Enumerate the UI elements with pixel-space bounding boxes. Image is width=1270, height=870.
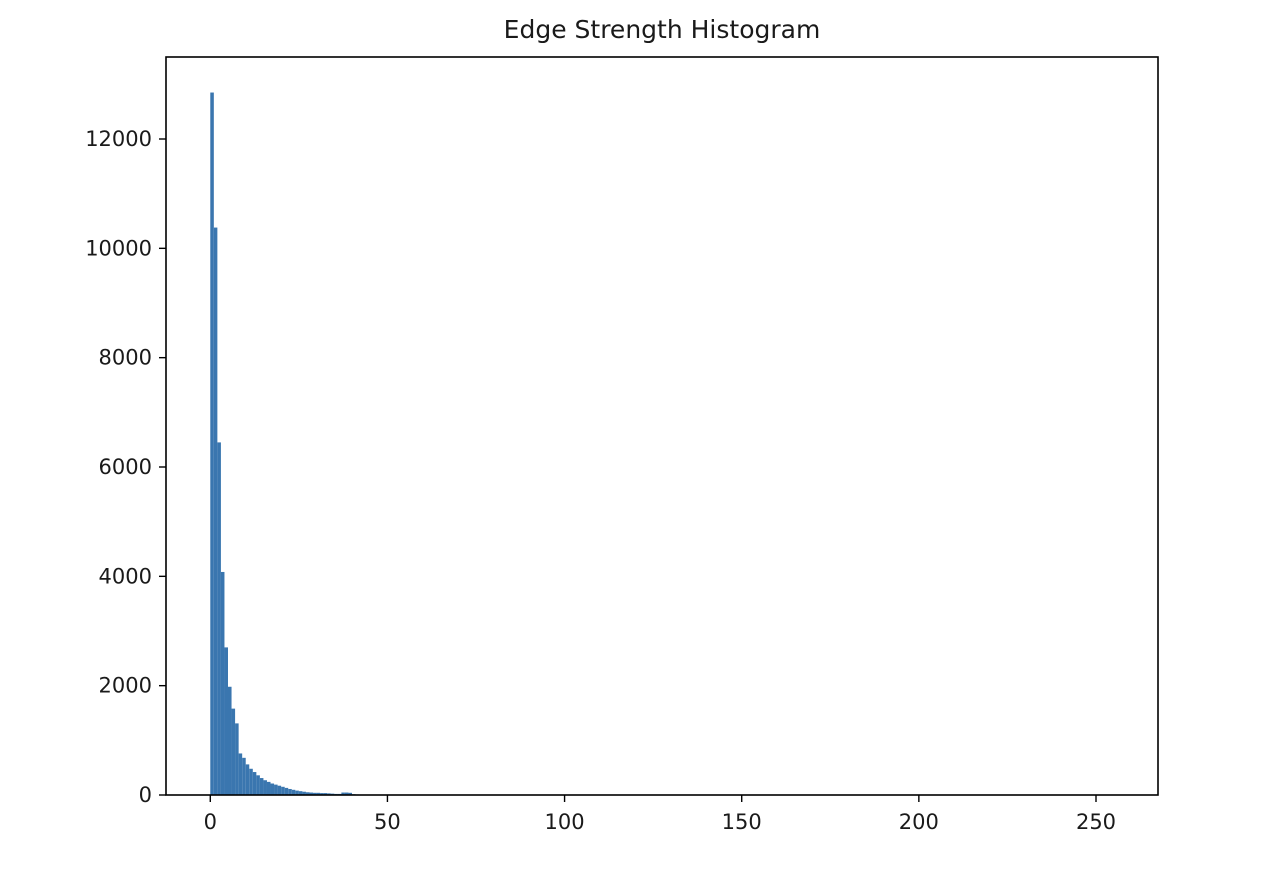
histogram-bar [224, 647, 228, 795]
y-axis: 0 2000 4000 6000 8000 10000 12000 [85, 127, 166, 807]
y-tick-label: 10000 [85, 236, 152, 260]
histogram-bar [309, 792, 314, 795]
x-tick-label: 200 [899, 810, 939, 834]
y-tick-label: 8000 [99, 346, 152, 370]
chart-title: Edge Strength Histogram [504, 15, 821, 44]
x-tick-label: 50 [374, 810, 401, 834]
x-tick-label: 0 [204, 810, 217, 834]
histogram-bar [270, 783, 275, 795]
histogram-bar [242, 757, 246, 795]
histogram-bar [252, 772, 257, 795]
histogram-bar [263, 780, 267, 795]
histogram-bar [266, 781, 271, 795]
histogram-bar [316, 792, 321, 795]
histogram-bar [220, 571, 225, 795]
histogram-bar [231, 708, 236, 795]
histogram-bar [277, 785, 282, 795]
histogram-bar [213, 227, 218, 795]
histogram-bar [217, 442, 221, 795]
histogram-bar [323, 793, 328, 795]
histogram-bar [235, 723, 239, 795]
histogram-bar [348, 792, 352, 795]
histogram-bar [259, 778, 264, 795]
histogram-bar [305, 792, 310, 795]
histogram-bar [249, 768, 253, 795]
x-tick-label: 250 [1076, 810, 1116, 834]
histogram-bar [284, 787, 289, 795]
histogram-bar [256, 775, 260, 795]
y-tick-label: 2000 [99, 674, 152, 698]
x-tick-label: 100 [545, 810, 585, 834]
histogram-bar [298, 791, 303, 795]
x-axis: 0 50 100 150 200 250 [204, 795, 1116, 834]
y-tick-label: 6000 [99, 455, 152, 479]
histogram-bar [327, 793, 331, 795]
histogram-bar [291, 789, 296, 795]
histogram-bar [344, 792, 349, 795]
y-tick-label: 4000 [99, 564, 152, 588]
plot-area-frame [165, 56, 1159, 796]
y-tick-label: 12000 [85, 127, 152, 151]
bars-group [210, 92, 388, 796]
histogram-bar [313, 792, 317, 795]
histogram-bar [238, 753, 243, 795]
histogram-bar [210, 92, 214, 796]
y-tick-label: 0 [139, 783, 152, 807]
histogram-bar [295, 790, 299, 795]
x-tick-label: 150 [722, 810, 762, 834]
histogram-bar [320, 793, 324, 795]
histogram-bar [302, 791, 306, 795]
histogram-bar [281, 786, 285, 795]
histogram-bar [288, 788, 292, 795]
histogram-bar [245, 764, 250, 795]
histogram-bar [228, 686, 232, 795]
histogram-bar [341, 792, 345, 795]
histogram-bar [274, 784, 278, 795]
